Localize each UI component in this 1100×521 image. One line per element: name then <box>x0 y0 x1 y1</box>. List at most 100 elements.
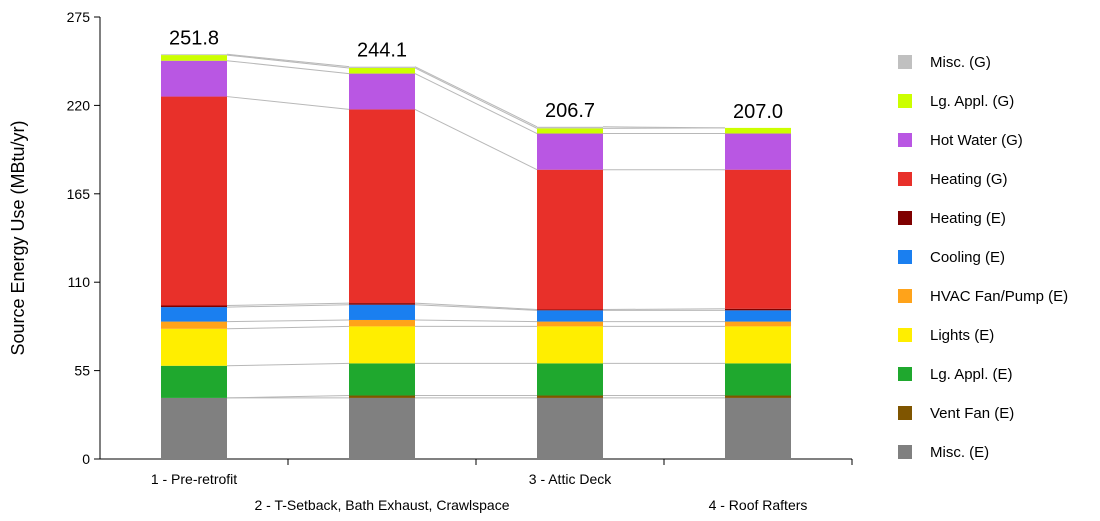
bar-segment <box>349 109 415 303</box>
bar-segment <box>537 310 603 311</box>
legend-label: Heating (G) <box>930 171 1008 188</box>
connector-line <box>227 55 349 68</box>
bar-segment <box>537 170 603 310</box>
connector-lines <box>227 54 725 398</box>
bar-segment <box>537 326 603 363</box>
connector-line <box>603 309 725 310</box>
legend-swatch <box>898 367 912 381</box>
connector-line <box>227 326 349 328</box>
bar-segment <box>161 55 227 61</box>
x-category-label: 2 - T-Setback, Bath Exhaust, Crawlspace <box>255 497 510 513</box>
bar-segment <box>537 322 603 327</box>
connector-line <box>415 109 537 169</box>
bar-segment <box>349 320 415 326</box>
connector-line <box>227 363 349 365</box>
legend-swatch <box>898 55 912 69</box>
legend-label: Lights (E) <box>930 327 994 344</box>
bar-segment <box>537 398 603 459</box>
bar-segment <box>161 322 227 329</box>
bar-segment <box>725 309 791 311</box>
bar-segment <box>537 128 603 133</box>
bar-segment <box>725 326 791 363</box>
legend-label: Misc. (G) <box>930 54 991 71</box>
connector-line <box>415 320 537 322</box>
bar-segment <box>161 61 227 97</box>
bar-segment <box>161 306 227 308</box>
bar-segment <box>725 128 791 134</box>
connector-line <box>603 127 725 128</box>
y-tick-label: 0 <box>82 451 90 467</box>
bar-segment <box>537 310 603 321</box>
bar-segment <box>161 97 227 306</box>
bar-segment <box>725 363 791 395</box>
connector-line <box>227 54 349 66</box>
connector-line <box>415 305 537 311</box>
bar-segment <box>537 127 603 129</box>
connector-line <box>415 303 537 309</box>
legend-swatch <box>898 250 912 264</box>
bar-stack <box>161 54 227 459</box>
y-tick-label: 110 <box>68 274 91 290</box>
legend-swatch <box>898 172 912 186</box>
legend-swatch <box>898 211 912 225</box>
bar-segment <box>725 396 791 398</box>
bar-segment <box>161 366 227 398</box>
legend-label: Vent Fan (E) <box>930 405 1014 422</box>
x-category-label: 3 - Attic Deck <box>529 471 612 487</box>
legend-swatch <box>898 289 912 303</box>
connector-line <box>227 320 349 322</box>
bar-segment <box>349 68 415 74</box>
bar-segment <box>349 74 415 110</box>
y-tick-label: 55 <box>74 363 90 379</box>
bar-segment <box>537 134 603 170</box>
bar-stack <box>537 127 603 459</box>
bar-segment <box>349 305 415 320</box>
bar-segment <box>349 396 415 398</box>
bar-segment <box>349 303 415 305</box>
legend-label: Cooling (E) <box>930 249 1005 266</box>
x-category-label: 4 - Roof Rafters <box>709 497 808 513</box>
connector-line <box>415 68 537 128</box>
connector-line <box>415 74 537 134</box>
legend-label: Lg. Appl. (G) <box>930 93 1014 110</box>
x-category-label: 1 - Pre-retrofit <box>151 471 237 487</box>
bar-total-label: 251.8 <box>169 27 219 49</box>
bar-segment <box>725 322 791 327</box>
legend-label: Hot Water (G) <box>930 132 1023 149</box>
bar-segment <box>725 310 791 321</box>
legend-label: HVAC Fan/Pump (E) <box>930 288 1068 305</box>
legend-swatch <box>898 406 912 420</box>
bar-segment <box>537 363 603 395</box>
bar-segment <box>161 398 227 459</box>
y-tick-label: 220 <box>67 97 91 113</box>
y-tick-label: 275 <box>67 9 91 25</box>
legend-swatch <box>898 94 912 108</box>
bar-segment <box>725 398 791 459</box>
y-tick-label: 165 <box>67 186 91 202</box>
legend: Misc. (G) Lg. Appl. (G) Hot Water (G) Heati… <box>898 54 1068 461</box>
bar-total-label: 244.1 <box>357 40 407 62</box>
legend-label: Misc. (E) <box>930 444 989 461</box>
bar-segment <box>349 363 415 395</box>
bar-stack <box>725 128 791 459</box>
bar-segment <box>725 170 791 309</box>
bar-segment <box>349 326 415 363</box>
legend-swatch <box>898 328 912 342</box>
legend-swatch <box>898 445 912 459</box>
bar-segment <box>349 398 415 459</box>
bar-stack <box>349 67 415 459</box>
legend-swatch <box>898 133 912 147</box>
bar-segment <box>161 54 227 55</box>
legend-label: Lg. Appl. (E) <box>930 366 1013 383</box>
bar-total-label: 207.0 <box>733 101 783 123</box>
bar-total-label: 206.7 <box>545 100 595 122</box>
bar-segment <box>725 134 791 170</box>
connector-line <box>227 61 349 74</box>
bar-segment <box>349 67 415 68</box>
connector-line <box>227 97 349 110</box>
bar-segment <box>537 396 603 398</box>
connector-line <box>415 67 537 127</box>
y-axis-title: Source Energy Use (MBtu/yr) <box>8 120 28 355</box>
